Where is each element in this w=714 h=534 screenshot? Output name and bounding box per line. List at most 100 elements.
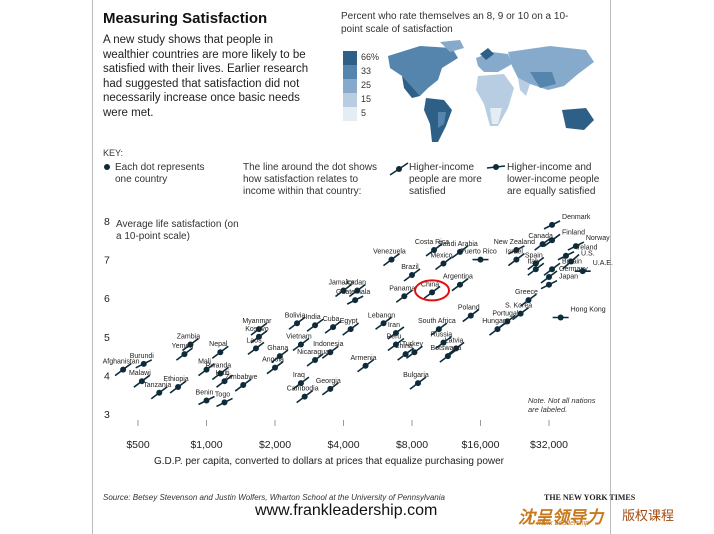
country-dot-poland xyxy=(467,312,474,319)
highlight-ring xyxy=(414,279,451,302)
country-label: Israel xyxy=(506,249,524,256)
country-label: Ireland xyxy=(576,245,598,252)
country-dot-japan xyxy=(546,281,552,288)
country-dot-norway xyxy=(572,243,579,250)
country-dot-zimbabwe xyxy=(240,382,247,389)
country-dot-jamaica xyxy=(340,287,347,294)
country-dot-laos xyxy=(252,345,259,352)
asia-shape xyxy=(508,46,594,96)
key-flat-line-marker xyxy=(486,164,506,170)
country-label: Botswana xyxy=(430,345,461,352)
country-dot-peru xyxy=(392,341,399,348)
country-dot-u-s- xyxy=(568,258,575,265)
website-link[interactable]: www.frankleadership.com xyxy=(255,502,438,519)
country-dot-s-korea xyxy=(517,310,524,317)
country-dot-ethiopia xyxy=(175,383,182,390)
country-dot-china xyxy=(402,351,409,358)
country-dot-germany xyxy=(546,273,552,280)
copyright-label: 版权课程 xyxy=(622,508,675,523)
country-label: Puerto Rico xyxy=(460,249,497,256)
key-higher-text: Higher-income people are more satisfied xyxy=(409,162,482,197)
country-label: Brazil xyxy=(401,264,419,271)
country-label: China xyxy=(394,343,412,350)
country-dot-china xyxy=(429,289,436,296)
y-tick-3: 3 xyxy=(104,409,110,421)
y-tick-6: 6 xyxy=(104,293,110,305)
australia-shape xyxy=(562,108,594,130)
legend-swatch-33 xyxy=(343,65,357,79)
country-label: Rwanda xyxy=(205,362,231,369)
country-dot-afghanistan xyxy=(120,366,127,373)
map-title: Percent who rate themselves an 8, 9 or 1… xyxy=(341,11,569,35)
country-dot-kosovo xyxy=(255,333,262,340)
country-dot-myanmar xyxy=(255,326,262,333)
country-dot-hungary xyxy=(494,326,501,333)
country-label: Denmark xyxy=(562,214,591,221)
country-dot-spain xyxy=(532,260,539,267)
country-label: Cambodia xyxy=(287,386,319,393)
legend-swatch-66 xyxy=(343,51,357,65)
x-axis-label: G.D.P. per capita, converted to dollars … xyxy=(0,456,714,467)
country-dot-mexico xyxy=(440,260,447,267)
country-dot-iran xyxy=(392,329,399,336)
country-label: Hong Kong xyxy=(571,307,606,314)
country-label: Jamaica xyxy=(328,279,354,286)
country-label: Bolivia xyxy=(285,312,306,319)
country-label: U.S. xyxy=(581,251,595,258)
x-axis-label-text: G.D.P. per capita, converted to dollars … xyxy=(153,456,504,467)
country-dot-nepal xyxy=(217,349,224,356)
country-dot-new-zealand xyxy=(513,246,520,253)
country-label: Malawi xyxy=(129,370,151,377)
country-dot-india xyxy=(312,322,319,329)
country-label: Greece xyxy=(515,289,538,296)
country-label: Russia xyxy=(431,332,453,339)
country-label: Norway xyxy=(586,235,610,242)
country-label: Tanzania xyxy=(143,382,171,389)
country-label: Indonesia xyxy=(313,341,343,348)
country-dot-israel xyxy=(513,256,520,263)
legend-label-25: 25 xyxy=(361,80,372,90)
country-label: India xyxy=(305,314,320,321)
legend-label-15: 15 xyxy=(361,94,372,104)
country-label: Zambia xyxy=(177,334,200,341)
country-dot-south-africa xyxy=(435,326,442,333)
left-border xyxy=(92,0,93,534)
country-dot-u-a-e- xyxy=(579,268,586,275)
country-label: Turkey xyxy=(402,341,424,348)
country-label: Italy xyxy=(527,258,540,265)
europe-shape xyxy=(476,48,512,72)
country-label: Jordan xyxy=(345,279,367,286)
country-label: Poland xyxy=(458,305,480,312)
country-dot-greece xyxy=(525,297,532,304)
country-dot-guatemala xyxy=(352,297,359,304)
legend-label-33: 33 xyxy=(361,66,372,76)
country-dot-italy xyxy=(532,266,539,273)
country-dot-argentina xyxy=(456,281,463,288)
country-dot-denmark xyxy=(549,221,556,228)
key-line-text: The line around the dot shows how satisf… xyxy=(243,162,377,197)
north-america-shape xyxy=(388,40,464,98)
country-label: Angola xyxy=(262,357,284,364)
country-dot-turkey xyxy=(411,349,418,356)
country-label: Venezuela xyxy=(373,249,406,256)
country-label: Spain xyxy=(525,252,543,259)
x-tick-label: $4,000 xyxy=(327,439,359,451)
country-label: Bulgaria xyxy=(403,372,429,379)
country-dot-rwanda xyxy=(217,370,224,377)
country-label: U.A.E. xyxy=(593,260,613,267)
country-dot-egypt xyxy=(347,326,354,333)
country-label: Togo xyxy=(215,391,230,398)
country-label: Portugal xyxy=(492,310,519,317)
x-tick-label: $500 xyxy=(126,439,150,451)
country-label: Myanmar xyxy=(242,318,272,325)
x-tick-label: $1,000 xyxy=(190,439,222,451)
y-tick-4: 4 xyxy=(104,370,110,382)
country-label: Guatemala xyxy=(336,289,370,296)
legend-label-5: 5 xyxy=(361,108,367,118)
country-dot-hong-kong xyxy=(557,314,564,321)
key-title: KEY: xyxy=(103,148,124,158)
country-dot-costa-rica xyxy=(431,246,438,253)
x-tick-label: $32,000 xyxy=(530,439,568,451)
country-label: Kosovo xyxy=(245,326,268,333)
country-dot-indonesia xyxy=(327,349,334,356)
